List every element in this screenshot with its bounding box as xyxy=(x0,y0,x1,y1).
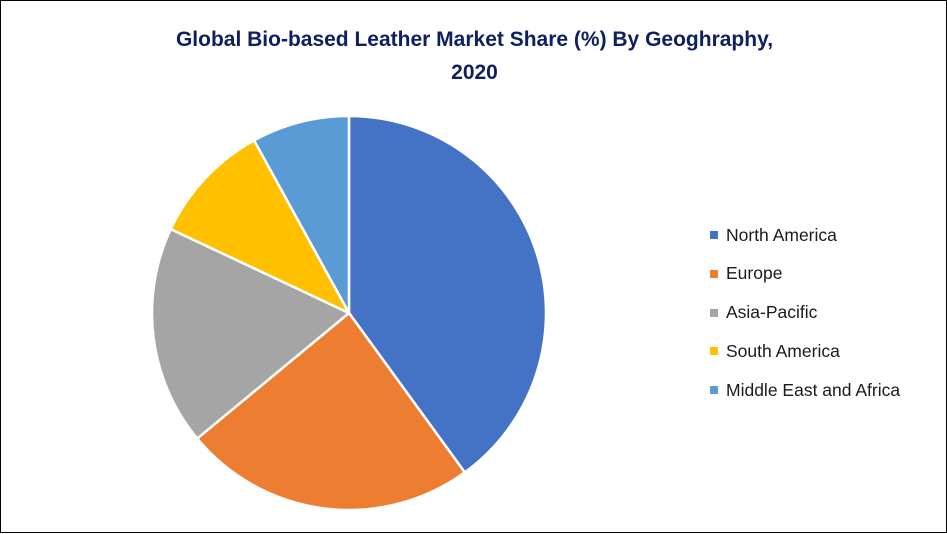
legend-marker-icon xyxy=(710,347,718,356)
legend-marker-icon xyxy=(710,269,718,278)
legend-item-asia-pacific: Asia-Pacific xyxy=(710,301,900,325)
legend-label: South America xyxy=(726,340,840,361)
legend-item-north-america: North America xyxy=(710,223,900,247)
legend-label: Europe xyxy=(726,263,783,284)
chart-title: Global Bio-based Leather Market Share (%… xyxy=(1,23,947,89)
legend-item-europe: Europe xyxy=(710,262,900,286)
pie-slice-north-america xyxy=(347,114,548,474)
legend-item-middle-east-and-africa: Middle East and Africa xyxy=(710,378,900,402)
pie-slice-middle-east-and-africa xyxy=(252,114,351,315)
legend-marker-icon xyxy=(710,231,718,239)
legend-marker-icon xyxy=(710,308,718,317)
legend-item-south-america: South America xyxy=(710,339,900,363)
pie-slices xyxy=(150,114,548,512)
chart-title-line-2: 2020 xyxy=(451,61,498,84)
pie-slice-europe xyxy=(195,311,467,512)
legend-label: Middle East and Africa xyxy=(726,379,901,400)
pie-slice-south-america xyxy=(169,139,351,315)
legend-marker-icon xyxy=(710,386,718,395)
pie-slice-asia-pacific xyxy=(150,227,351,440)
legend-label: North America xyxy=(726,224,837,245)
chart-title-line-1: Global Bio-based Leather Market Share (%… xyxy=(175,28,774,51)
legend-label: Asia-Pacific xyxy=(726,302,818,323)
chart-legend: North America Europe Asia-Pacific South … xyxy=(710,223,900,417)
